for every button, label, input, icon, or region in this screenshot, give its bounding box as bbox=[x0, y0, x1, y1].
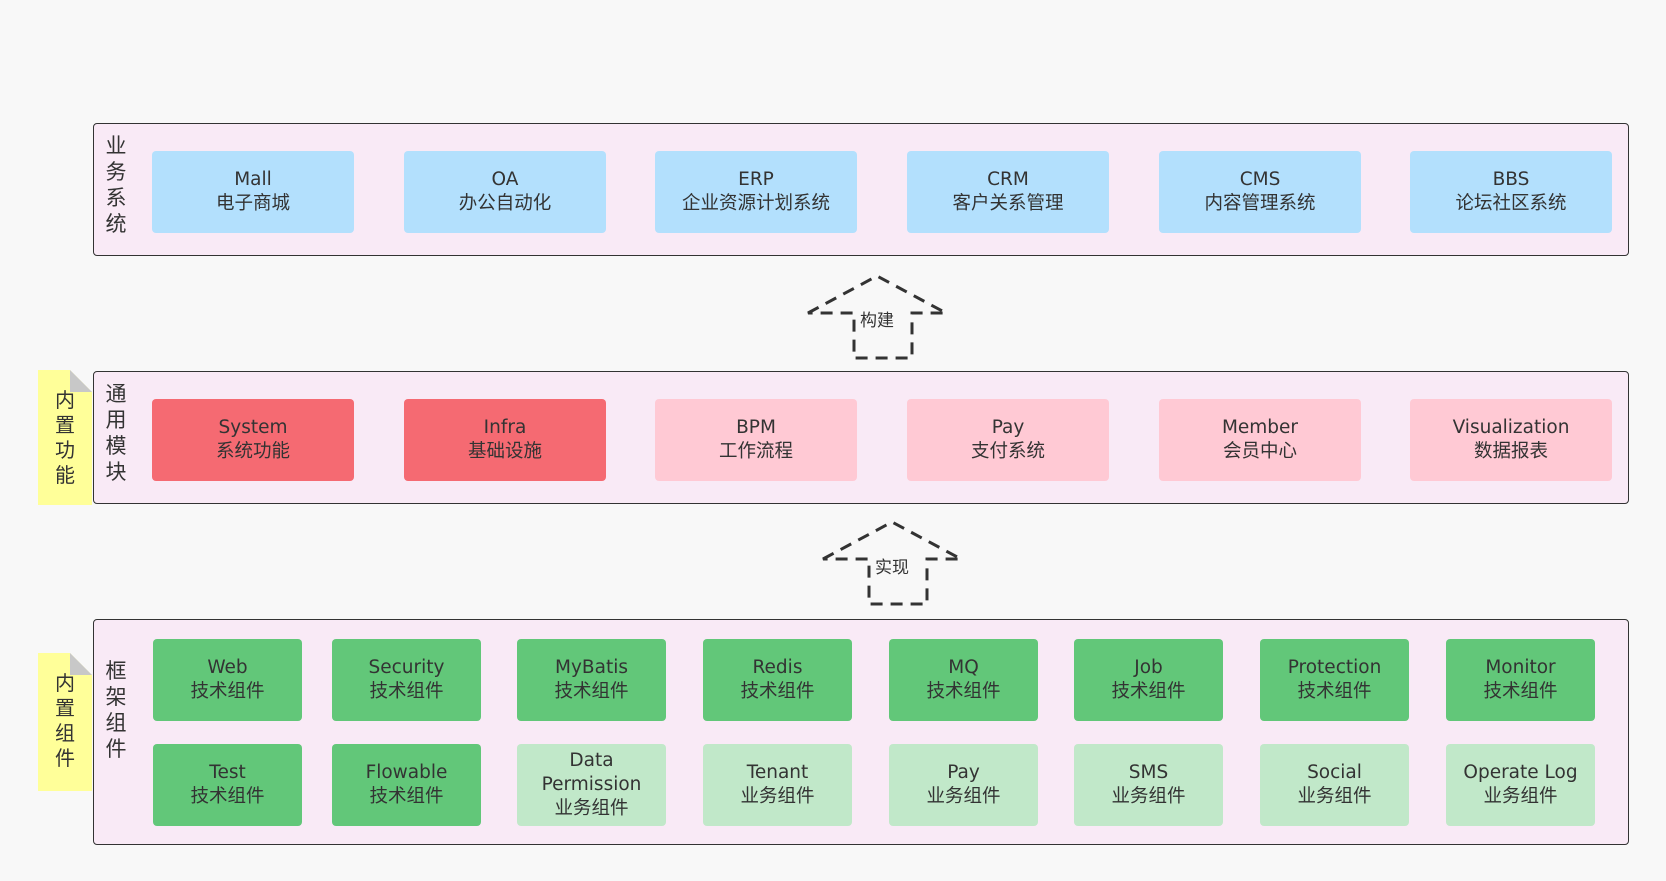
component-protection: Protection 技术组件 bbox=[1260, 639, 1409, 721]
box-desc: 工作流程 bbox=[718, 441, 793, 462]
component-data-permission: Data Permission 业务组件 bbox=[517, 744, 666, 826]
box-name: Monitor bbox=[1485, 657, 1556, 678]
box-desc: 基础设施 bbox=[467, 441, 542, 462]
box-name: BPM bbox=[736, 417, 776, 438]
box-desc: 技术组件 bbox=[1297, 681, 1372, 702]
box-name: Redis bbox=[752, 657, 803, 678]
box-desc: 业务组件 bbox=[1483, 786, 1558, 807]
box-name: Infra bbox=[483, 417, 527, 438]
box-desc: 内容管理系统 bbox=[1204, 193, 1316, 214]
box-name: MQ bbox=[948, 657, 979, 678]
builtin-features-note-text: 内置功能 bbox=[55, 388, 75, 487]
framework-components-panel: 框架组件 Web 技术组件 Security 技术组件 MyBatis 技术组件… bbox=[93, 619, 1629, 845]
box-desc: 技术组件 bbox=[190, 786, 265, 807]
box-name: Tenant bbox=[746, 762, 809, 783]
component-sms: SMS 业务组件 bbox=[1074, 744, 1223, 826]
box-name: System bbox=[218, 417, 288, 438]
component-mq: MQ 技术组件 bbox=[889, 639, 1038, 721]
box-name: Pay bbox=[947, 762, 980, 783]
component-security: Security 技术组件 bbox=[332, 639, 481, 721]
box-name: Operate Log bbox=[1463, 762, 1578, 783]
box-desc: 技术组件 bbox=[369, 681, 444, 702]
build-arrow-label: 构建 bbox=[858, 311, 896, 331]
box-name: BBS bbox=[1492, 169, 1530, 190]
common-box-system: System 系统功能 bbox=[152, 399, 354, 481]
box-name: Job bbox=[1134, 657, 1163, 678]
common-box-infra: Infra 基础设施 bbox=[404, 399, 606, 481]
box-name: Data Permission bbox=[541, 750, 642, 795]
box-desc: 支付系统 bbox=[970, 441, 1045, 462]
component-test: Test 技术组件 bbox=[153, 744, 302, 826]
builtin-components-note-text: 内置组件 bbox=[55, 671, 75, 770]
component-flowable: Flowable 技术组件 bbox=[332, 744, 481, 826]
business-box-crm: CRM 客户关系管理 bbox=[907, 151, 1109, 233]
component-operate-log: Operate Log 业务组件 bbox=[1446, 744, 1595, 826]
component-web: Web 技术组件 bbox=[153, 639, 302, 721]
common-modules-panel: 通用模块 System 系统功能 Infra 基础设施 BPM 工作流程 Pay… bbox=[93, 371, 1629, 504]
box-desc: 技术组件 bbox=[369, 786, 444, 807]
box-desc: 业务组件 bbox=[554, 798, 629, 819]
business-box-mall: Mall 电子商城 bbox=[152, 151, 354, 233]
business-box-oa: OA 办公自动化 bbox=[404, 151, 606, 233]
builtin-features-note bbox=[38, 370, 92, 505]
component-redis: Redis 技术组件 bbox=[703, 639, 852, 721]
component-pay: Pay 业务组件 bbox=[889, 744, 1038, 826]
box-name: SMS bbox=[1128, 762, 1169, 783]
box-name: Mall bbox=[234, 169, 272, 190]
box-desc: 业务组件 bbox=[1297, 786, 1372, 807]
box-name: Social bbox=[1307, 762, 1362, 783]
component-monitor: Monitor 技术组件 bbox=[1446, 639, 1595, 721]
common-box-bpm: BPM 工作流程 bbox=[655, 399, 857, 481]
box-name: Visualization bbox=[1452, 417, 1570, 438]
box-name: Test bbox=[209, 762, 246, 783]
box-desc: 业务组件 bbox=[740, 786, 815, 807]
box-name: ERP bbox=[738, 169, 774, 190]
box-desc: 技术组件 bbox=[1483, 681, 1558, 702]
box-desc: 技术组件 bbox=[190, 681, 265, 702]
box-name: Pay bbox=[991, 417, 1025, 438]
box-name: Member bbox=[1221, 417, 1299, 438]
common-box-visualization: Visualization 数据报表 bbox=[1410, 399, 1612, 481]
business-box-erp: ERP 企业资源计划系统 bbox=[655, 151, 857, 233]
framework-components-title: 框架组件 bbox=[105, 659, 127, 761]
box-desc: 办公自动化 bbox=[458, 193, 552, 214]
box-name: MyBatis bbox=[555, 657, 628, 678]
business-systems-panel: 业务系统 Mall 电子商城 OA 办公自动化 ERP 企业资源计划系统 CRM… bbox=[93, 123, 1629, 256]
box-name: Web bbox=[207, 657, 248, 678]
component-mybatis: MyBatis 技术组件 bbox=[517, 639, 666, 721]
box-desc: 技术组件 bbox=[554, 681, 629, 702]
box-desc: 客户关系管理 bbox=[952, 193, 1064, 214]
box-desc: 技术组件 bbox=[926, 681, 1001, 702]
box-name: Security bbox=[368, 657, 445, 678]
box-desc: 业务组件 bbox=[926, 786, 1001, 807]
box-desc: 系统功能 bbox=[215, 441, 290, 462]
box-desc: 论坛社区系统 bbox=[1455, 193, 1567, 214]
component-job: Job 技术组件 bbox=[1074, 639, 1223, 721]
implement-arrow-icon bbox=[822, 520, 962, 606]
box-desc: 技术组件 bbox=[740, 681, 815, 702]
box-name: CMS bbox=[1239, 169, 1281, 190]
box-name: CRM bbox=[987, 169, 1029, 190]
component-tenant: Tenant 业务组件 bbox=[703, 744, 852, 826]
common-box-member: Member 会员中心 bbox=[1159, 399, 1361, 481]
box-name: Flowable bbox=[365, 762, 448, 783]
box-desc: 技术组件 bbox=[1111, 681, 1186, 702]
box-name: OA bbox=[491, 169, 519, 190]
box-desc: 业务组件 bbox=[1111, 786, 1186, 807]
business-box-bbs: BBS 论坛社区系统 bbox=[1410, 151, 1612, 233]
implement-arrow-label: 实现 bbox=[873, 558, 911, 578]
box-name: Protection bbox=[1287, 657, 1382, 678]
business-box-cms: CMS 内容管理系统 bbox=[1159, 151, 1361, 233]
common-modules-title: 通用模块 bbox=[105, 382, 127, 484]
build-arrow-icon bbox=[807, 274, 947, 360]
builtin-components-note bbox=[38, 653, 92, 791]
business-systems-title: 业务系统 bbox=[105, 134, 127, 236]
box-desc: 企业资源计划系统 bbox=[681, 193, 830, 214]
component-social: Social 业务组件 bbox=[1260, 744, 1409, 826]
box-desc: 会员中心 bbox=[1222, 441, 1297, 462]
box-desc: 数据报表 bbox=[1473, 441, 1548, 462]
box-desc: 电子商城 bbox=[215, 193, 290, 214]
common-box-pay: Pay 支付系统 bbox=[907, 399, 1109, 481]
